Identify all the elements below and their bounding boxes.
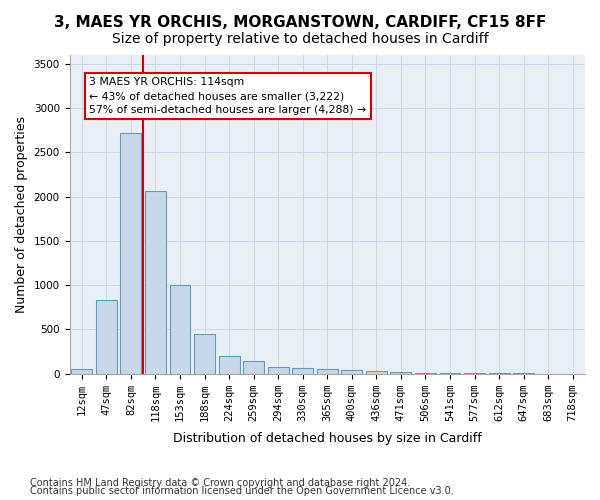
- Bar: [317, 369, 338, 374]
- Bar: [121, 133, 142, 374]
- Bar: [218, 356, 239, 374]
- Bar: [268, 366, 289, 374]
- Text: Contains HM Land Registry data © Crown copyright and database right 2024.: Contains HM Land Registry data © Crown c…: [30, 478, 410, 488]
- Text: 3, MAES YR ORCHIS, MORGANSTOWN, CARDIFF, CF15 8FF: 3, MAES YR ORCHIS, MORGANSTOWN, CARDIFF,…: [54, 15, 546, 30]
- Text: Size of property relative to detached houses in Cardiff: Size of property relative to detached ho…: [112, 32, 488, 46]
- Text: 3 MAES YR ORCHIS: 114sqm
← 43% of detached houses are smaller (3,222)
57% of sem: 3 MAES YR ORCHIS: 114sqm ← 43% of detach…: [89, 77, 366, 115]
- Bar: [292, 368, 313, 374]
- X-axis label: Distribution of detached houses by size in Cardiff: Distribution of detached houses by size …: [173, 432, 482, 445]
- Bar: [415, 373, 436, 374]
- Bar: [391, 372, 412, 374]
- Bar: [145, 192, 166, 374]
- Bar: [341, 370, 362, 374]
- Text: Contains public sector information licensed under the Open Government Licence v3: Contains public sector information licen…: [30, 486, 454, 496]
- Bar: [243, 362, 264, 374]
- Bar: [96, 300, 117, 374]
- Bar: [194, 334, 215, 374]
- Y-axis label: Number of detached properties: Number of detached properties: [15, 116, 28, 313]
- Bar: [170, 285, 190, 374]
- Bar: [366, 372, 387, 374]
- Bar: [71, 369, 92, 374]
